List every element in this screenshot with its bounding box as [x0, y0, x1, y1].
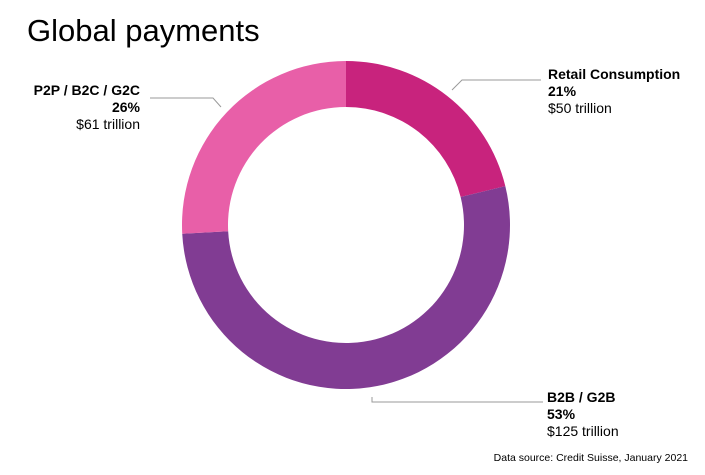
leader-line-b2b: [371, 397, 543, 403]
label-b2b-percent: 53%: [547, 406, 576, 422]
label-p2p-name: P2P / B2C / G2C: [33, 82, 140, 98]
data-source-note: Data source: Credit Suisse, January 2021: [493, 452, 688, 464]
label-b2b-g2b: B2B / G2B 53% $125 trillion: [547, 389, 619, 440]
label-b2b-name: B2B / G2B: [547, 389, 616, 405]
leader-line-retail: [451, 79, 541, 91]
label-p2p-percent: 26%: [111, 99, 140, 115]
label-retail-name: Retail Consumption: [548, 66, 681, 82]
donut-slice-b2b-g2b: [182, 186, 511, 389]
chart-title: Global payments: [27, 13, 260, 48]
donut-slice-p2p-b2c-g2c: [182, 61, 346, 234]
leader-lines: [150, 79, 543, 403]
label-retail-consumption: Retail Consumption 21% $50 trillion: [548, 66, 680, 117]
label-retail-amount: $50 trillion: [548, 100, 612, 116]
label-retail-percent: 21%: [548, 83, 577, 99]
label-b2b-amount: $125 trillion: [547, 423, 619, 439]
donut-slice-retail-consumption: [346, 61, 506, 197]
label-p2p-b2c-g2c: P2P / B2C / G2C 26% $61 trillion: [0, 82, 140, 133]
donut-slices: [182, 61, 511, 389]
label-p2p-amount: $61 trillion: [76, 116, 140, 132]
leader-line-p2p: [150, 97, 222, 108]
